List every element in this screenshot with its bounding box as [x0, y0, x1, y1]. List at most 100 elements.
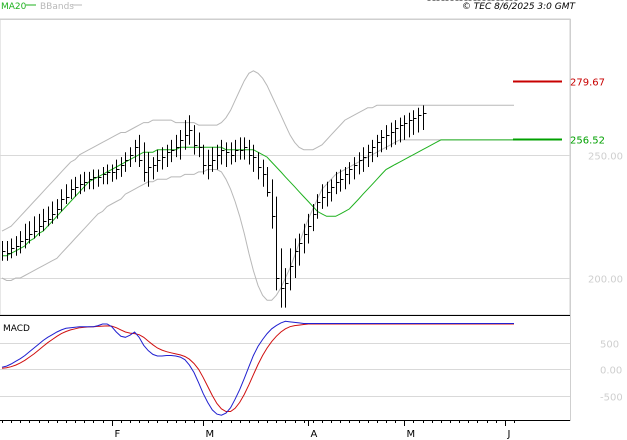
ohlc-bar	[75, 176, 79, 197]
ohlc-bar	[189, 115, 193, 145]
ohlc-bar	[107, 164, 111, 185]
ohlc-bar	[48, 206, 52, 227]
ohlc-bar	[112, 164, 116, 182]
ohlc-bar	[386, 125, 390, 150]
ohlc-bar	[226, 142, 230, 167]
x-tick-label: A	[311, 429, 318, 440]
ohlc-bar	[139, 134, 143, 167]
ohlc-bar	[240, 137, 244, 160]
ohlc-bar	[304, 223, 308, 254]
ohlc-bar	[121, 157, 125, 177]
ohlc-bar	[249, 139, 253, 165]
ohlc-bar	[212, 147, 216, 172]
ohlc-bar	[418, 107, 422, 133]
bbands-lines	[1, 70, 514, 301]
ohlc-bar	[322, 184, 326, 209]
ohlc-bar	[363, 147, 367, 172]
ohlc-bar	[103, 167, 107, 185]
ohlc-bar	[16, 236, 20, 256]
ohlc-bar	[253, 144, 257, 172]
macd-panel: MACD 500 0.00 -500	[0, 316, 623, 421]
ohlc-bar	[171, 139, 175, 163]
ohlc-bar	[57, 199, 61, 219]
ohlc-bar	[340, 169, 344, 192]
ohlc-bar	[395, 120, 399, 145]
ohlc-bar	[391, 122, 395, 148]
ohlc-bar	[7, 241, 11, 261]
macd-title: MACD	[3, 324, 30, 334]
ohlc-bar	[290, 248, 294, 291]
ohlc-bar	[331, 179, 335, 202]
ohlc-bar	[235, 139, 239, 163]
ohlc-bar	[71, 179, 75, 200]
ohlc-bar	[276, 196, 280, 291]
ohlc-bar	[176, 134, 180, 158]
ohlc-bar	[381, 130, 385, 153]
ohlc-bar	[25, 223, 29, 249]
signal-line	[1, 323, 514, 412]
ohlc-bar	[66, 184, 70, 204]
ohlc-bar	[368, 144, 372, 167]
x-tick-label: J	[507, 429, 511, 440]
macd-lines	[1, 320, 514, 416]
ohlc-bar	[116, 159, 120, 180]
ohlc-bar	[377, 134, 381, 158]
macd-y-ticks: 500 0.00 -500	[600, 340, 623, 404]
ohlc-bar	[93, 169, 97, 190]
ohlc-bar	[423, 105, 427, 130]
price-grid	[0, 155, 570, 279]
ohlc-bar	[244, 137, 248, 160]
ohlc-bar	[313, 204, 317, 232]
ohlc-bar	[11, 238, 15, 259]
ohlc-bar	[372, 139, 376, 163]
price-markers: 279.67 256.52	[513, 78, 605, 147]
ohlc-bar	[208, 149, 212, 180]
ohlc-bar	[299, 233, 303, 266]
price-y-tick-label: 200.00	[588, 275, 623, 286]
ohlc-bar	[336, 171, 340, 195]
price-panel: 200.00 250.00 279.67 256.52	[0, 0, 623, 316]
ohlc-bar	[231, 142, 235, 165]
price-y-ticks: 200.00 250.00	[588, 152, 623, 286]
ohlc-bar	[135, 139, 139, 163]
ohlc-bar	[34, 216, 38, 239]
ohlc-bar	[295, 238, 299, 278]
ohlc-bar	[130, 147, 134, 167]
ohlc-bar	[345, 167, 349, 190]
ohlc-bar	[258, 152, 262, 180]
ohlc-bar	[162, 147, 166, 170]
ohlc-bars	[2, 0, 518, 308]
ohlc-bar	[404, 115, 408, 140]
ohlc-bar	[84, 171, 88, 192]
x-tick-label: M	[206, 429, 215, 440]
ohlc-bar	[89, 171, 93, 190]
ohlc-bar	[144, 142, 148, 182]
ohlc-bar	[221, 139, 225, 165]
ohlc-bar	[199, 132, 203, 158]
ohlc-bar	[39, 213, 43, 237]
ohlc-bar	[153, 157, 157, 180]
ohlc-bar	[327, 181, 331, 207]
ohlc-bar	[20, 231, 24, 254]
ohlc-bar	[400, 117, 404, 143]
ohlc-bar	[317, 194, 321, 219]
chart-timestamp: © TEC 8/6/2025 3:0 GMT	[462, 2, 577, 12]
price-y-tick-label: 250.00	[588, 152, 623, 163]
macd-y-tick-label: -500	[600, 393, 623, 404]
legend-bbands: BBands	[40, 2, 74, 12]
ohlc-bar	[2, 241, 6, 261]
ohlc-bar	[194, 125, 198, 155]
marker-label: 256.52	[570, 136, 605, 147]
ohlc-bar	[180, 130, 184, 160]
ohlc-bar	[148, 152, 152, 187]
ohlc-bar	[409, 112, 413, 138]
macd-y-tick-label: 500	[600, 340, 619, 351]
ohlc-bar	[349, 162, 353, 185]
ohlc-bar	[185, 120, 189, 150]
ohlc-bar	[61, 189, 65, 212]
x-tick-label: F	[115, 429, 121, 440]
macd-y-tick-label: 0.00	[600, 366, 622, 377]
ohlc-bar	[359, 152, 363, 175]
bbands-upper-line	[1, 70, 514, 232]
